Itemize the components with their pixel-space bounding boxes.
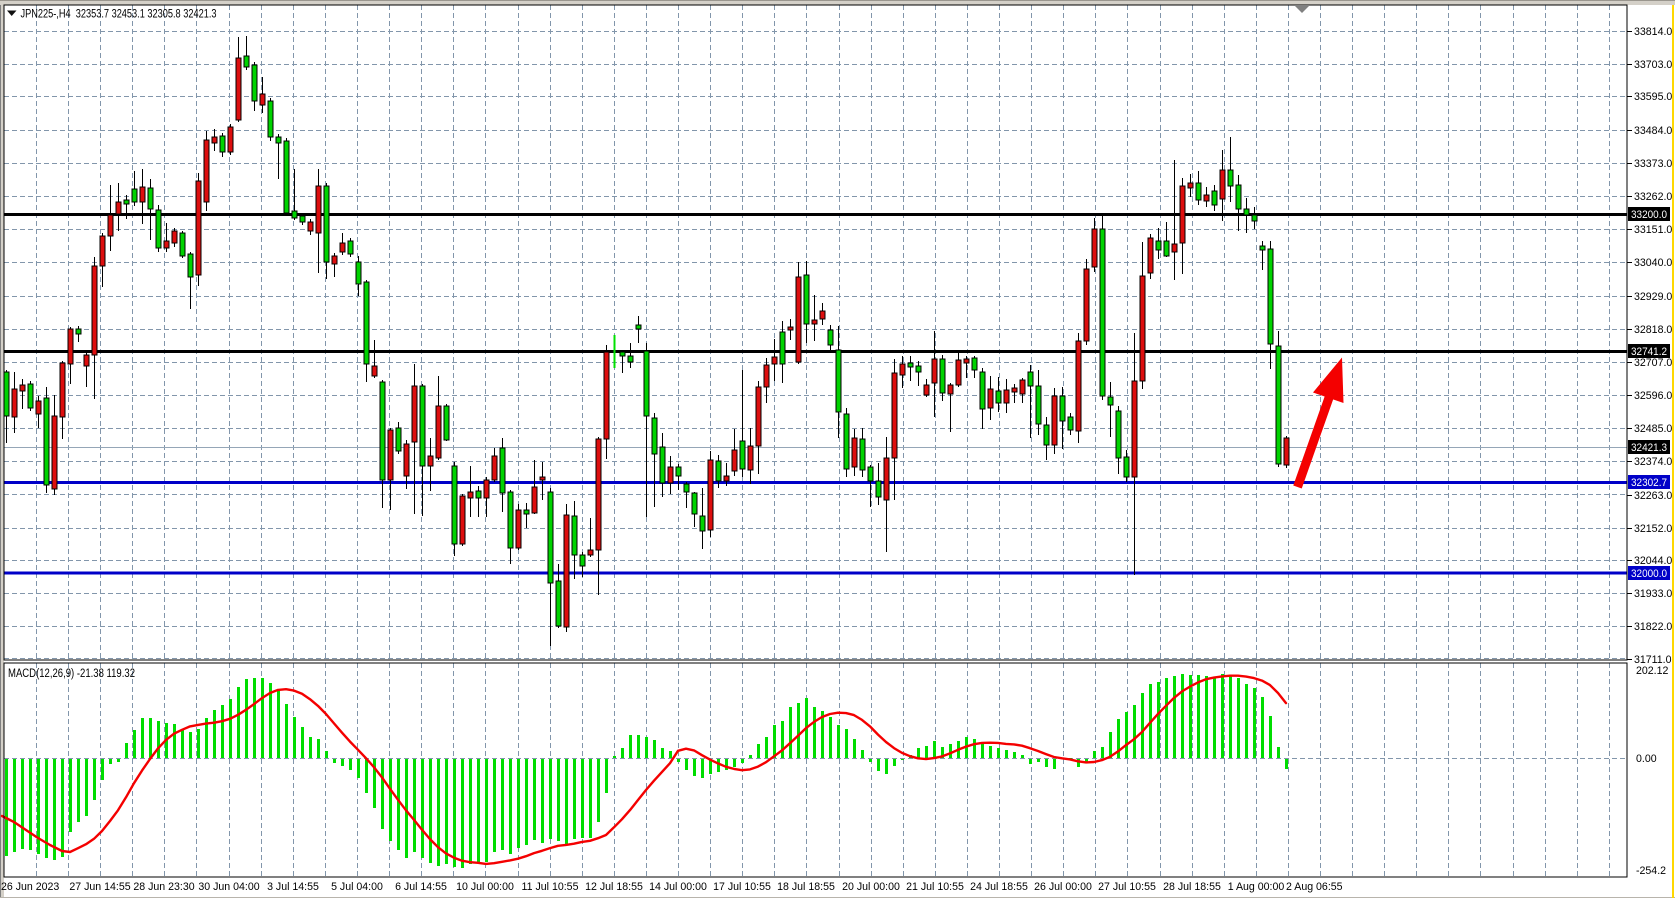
svg-text:28 Jun 23:30: 28 Jun 23:30 (133, 881, 194, 893)
svg-text:20 Jul 00:00: 20 Jul 00:00 (842, 881, 900, 893)
svg-text:33595.0: 33595.0 (1634, 91, 1672, 103)
svg-text:26 Jul 00:00: 26 Jul 00:00 (1034, 881, 1092, 893)
svg-text:JPN225-,H4 32353.7 32453.1 32: JPN225-,H4 32353.7 32453.1 32305.8 32421… (21, 7, 217, 21)
svg-text:5 Jul 04:00: 5 Jul 04:00 (331, 881, 383, 893)
svg-text:0.00: 0.00 (1636, 753, 1657, 765)
svg-text:1 Aug 00:00: 1 Aug 00:00 (1228, 881, 1285, 893)
svg-text:32152.0: 32152.0 (1634, 523, 1672, 535)
svg-text:32818.0: 32818.0 (1634, 324, 1672, 336)
svg-text:32374.0: 32374.0 (1634, 456, 1672, 468)
svg-text:31711.0: 31711.0 (1634, 654, 1672, 666)
svg-text:32044.0: 32044.0 (1634, 555, 1672, 567)
svg-text:-254.2: -254.2 (1636, 865, 1666, 877)
svg-text:32485.0: 32485.0 (1634, 423, 1672, 435)
svg-text:32302.7: 32302.7 (1631, 477, 1667, 489)
svg-text:202.12: 202.12 (1636, 665, 1669, 677)
svg-text:24 Jul 18:55: 24 Jul 18:55 (970, 881, 1028, 893)
svg-text:21 Jul 10:55: 21 Jul 10:55 (906, 881, 964, 893)
svg-text:33200.0: 33200.0 (1631, 209, 1667, 221)
svg-text:33040.0: 33040.0 (1634, 257, 1672, 269)
svg-text:11 Jul 10:55: 11 Jul 10:55 (522, 881, 579, 893)
svg-text:28 Jul 18:55: 28 Jul 18:55 (1163, 881, 1221, 893)
svg-text:33814.0: 33814.0 (1634, 26, 1672, 38)
svg-text:32000.0: 32000.0 (1631, 568, 1667, 580)
svg-text:2 Aug 06:55: 2 Aug 06:55 (1286, 881, 1343, 893)
svg-text:26 Jun 2023: 26 Jun 2023 (1, 881, 59, 893)
svg-text:31933.0: 31933.0 (1634, 588, 1672, 600)
svg-text:33484.0: 33484.0 (1634, 125, 1672, 137)
svg-text:32596.0: 32596.0 (1634, 390, 1672, 402)
svg-text:32707.0: 32707.0 (1634, 357, 1672, 369)
svg-text:27 Jun 14:55: 27 Jun 14:55 (69, 881, 130, 893)
svg-text:14 Jul 00:00: 14 Jul 00:00 (649, 881, 707, 893)
svg-text:27 Jul 10:55: 27 Jul 10:55 (1098, 881, 1156, 893)
svg-text:32929.0: 32929.0 (1634, 291, 1672, 303)
svg-text:33703.0: 33703.0 (1634, 59, 1672, 71)
svg-text:18 Jul 18:55: 18 Jul 18:55 (777, 881, 835, 893)
svg-text:17 Jul 10:55: 17 Jul 10:55 (713, 881, 771, 893)
svg-text:30 Jun 04:00: 30 Jun 04:00 (198, 881, 259, 893)
svg-text:MACD(12,26,9) -21.38 119.32: MACD(12,26,9) -21.38 119.32 (8, 668, 135, 680)
svg-text:33373.0: 33373.0 (1634, 158, 1672, 170)
svg-text:12 Jul 18:55: 12 Jul 18:55 (585, 881, 643, 893)
svg-text:10 Jul 00:00: 10 Jul 00:00 (456, 881, 514, 893)
svg-text:6 Jul 14:55: 6 Jul 14:55 (395, 881, 447, 893)
svg-text:33262.0: 33262.0 (1634, 191, 1672, 203)
svg-text:32741.2: 32741.2 (1631, 346, 1667, 358)
svg-text:3 Jul 14:55: 3 Jul 14:55 (267, 881, 319, 893)
svg-text:32421.3: 32421.3 (1631, 442, 1667, 454)
svg-text:31822.0: 31822.0 (1634, 621, 1672, 633)
svg-text:32263.0: 32263.0 (1634, 490, 1672, 502)
svg-text:33151.0: 33151.0 (1634, 224, 1672, 236)
